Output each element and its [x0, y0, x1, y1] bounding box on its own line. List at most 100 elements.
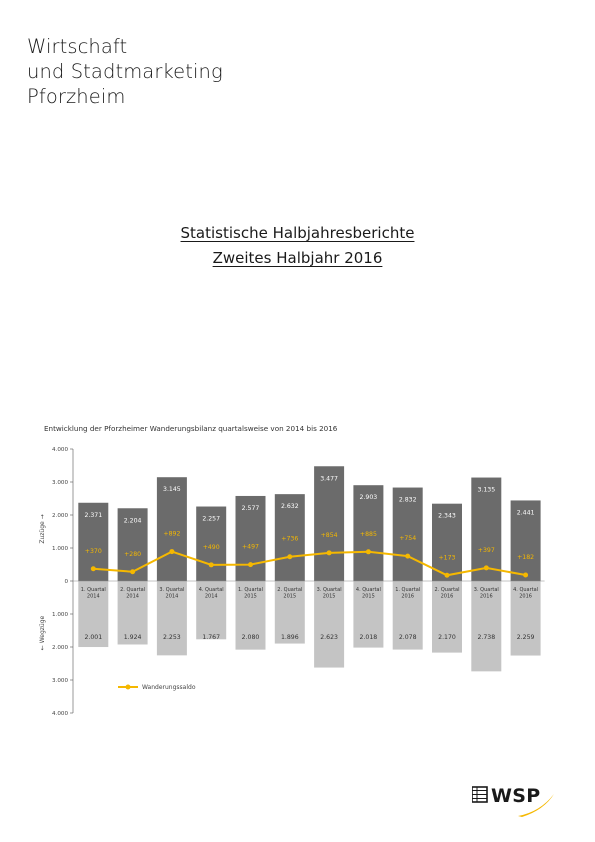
- category-label: 4. Quartal: [356, 587, 381, 593]
- y-tick-label: 4.000: [52, 711, 68, 717]
- category-label-year: 2016: [480, 594, 493, 600]
- category-label-year: 2014: [126, 594, 139, 600]
- bar-label-zuzuege: 2.632: [281, 503, 299, 510]
- saldo-point: [169, 549, 175, 555]
- category-label-year: 2016: [401, 594, 414, 600]
- category-label-year: 2015: [323, 594, 336, 600]
- saldo-point: [208, 562, 214, 568]
- category-label: 2. Quartal: [277, 587, 302, 593]
- bar-wegzuege: [353, 581, 384, 648]
- y-tick-label: 2.000: [52, 645, 68, 651]
- saldo-label: +280: [124, 551, 141, 558]
- bar-label-wegzuege: 1.767: [202, 634, 220, 641]
- bar-label-wegzuege: 1.896: [281, 634, 299, 641]
- y-tick-label: 4.000: [52, 447, 68, 453]
- category-label: 2. Quartal: [120, 587, 145, 593]
- y-tick-label: 3.000: [52, 678, 68, 684]
- bar-wegzuege: [392, 581, 423, 650]
- wsp-logo-mark-icon: [471, 786, 554, 817]
- bar-label-zuzuege: 3.477: [320, 475, 338, 482]
- legend-label: Wanderungssaldo: [142, 684, 196, 691]
- bar-label-zuzuege: 3.135: [477, 487, 495, 494]
- bar-wegzuege: [196, 581, 227, 640]
- saldo-label: +490: [203, 544, 220, 551]
- bar-wegzuege: [156, 581, 187, 656]
- bar-zuzuege: [117, 508, 148, 581]
- report-title-line-2: Zweites Halbjahr 2016: [212, 249, 383, 267]
- saldo-label: +736: [281, 536, 298, 543]
- bar-zuzuege: [314, 466, 345, 581]
- y-axis-label-top: Zuzüge →: [39, 514, 46, 543]
- category-label: 3. Quartal: [159, 587, 184, 593]
- brand-line-2: und Stadtmarketing: [27, 60, 223, 83]
- bar-label-wegzuege: 2.259: [517, 634, 535, 641]
- saldo-line: [93, 550, 526, 577]
- saldo-label: +182: [517, 554, 534, 561]
- bar-zuzuege: [392, 487, 423, 581]
- saldo-label: +885: [360, 531, 377, 538]
- bar-label-wegzuege: 2.018: [360, 634, 378, 641]
- report-title: Statistische Halbjahresberichte Zweites …: [0, 221, 595, 271]
- saldo-point: [248, 562, 253, 568]
- bar-zuzuege: [432, 503, 462, 581]
- bar-wegzuege: [471, 581, 502, 672]
- bar-zuzuege: [510, 500, 541, 581]
- saldo-point: [130, 569, 136, 575]
- saldo-point: [523, 572, 529, 578]
- bar-wegzuege: [235, 581, 266, 650]
- category-label: 4. Quartal: [513, 587, 538, 593]
- bar-label-zuzuege: 2.343: [438, 513, 456, 520]
- bar-label-wegzuege: 2.170: [438, 634, 456, 641]
- bar-label-wegzuege: 2.001: [84, 634, 102, 641]
- category-label: 1. Quartal: [238, 587, 263, 593]
- saldo-label: +892: [163, 531, 180, 538]
- brand-line-3: Pforzheim: [27, 85, 126, 108]
- bar-zuzuege: [471, 477, 502, 581]
- wsp-logo-text: WSP: [491, 785, 541, 807]
- bar-wegzuege: [274, 581, 305, 644]
- bar-label-wegzuege: 2.078: [399, 634, 417, 641]
- y-tick-label: 1.000: [52, 546, 68, 552]
- saldo-label: +754: [399, 535, 416, 542]
- legend-marker: [125, 684, 131, 690]
- category-label: 3. Quartal: [474, 587, 499, 593]
- bar-label-wegzuege: 2.253: [163, 634, 181, 641]
- saldo-label: +854: [321, 532, 338, 539]
- bar-zuzuege: [156, 477, 187, 581]
- bar-zuzuege: [196, 506, 227, 581]
- category-label-year: 2014: [166, 594, 179, 600]
- saldo-point: [444, 572, 450, 578]
- bar-wegzuege: [432, 581, 462, 653]
- bar-label-zuzuege: 2.441: [517, 509, 535, 516]
- category-label-year: 2015: [244, 594, 257, 600]
- bar-zuzuege: [353, 485, 384, 581]
- y-axis-label-bottom: ← Wegzüge: [39, 615, 46, 650]
- bar-zuzuege: [274, 494, 305, 581]
- bar-label-zuzuege: 3.145: [163, 486, 181, 493]
- bar-wegzuege: [314, 581, 345, 668]
- chart-title: Entwicklung der Pforzheimer Wanderungsbi…: [44, 424, 338, 433]
- brand-line-1: Wirtschaft: [27, 35, 128, 58]
- bar-label-wegzuege: 2.738: [477, 634, 495, 641]
- saldo-point: [365, 549, 371, 555]
- category-label-year: 2015: [283, 594, 296, 600]
- saldo-label: +173: [439, 554, 456, 561]
- brand-name: Wirtschaft und Stadtmarketing Pforzheim: [27, 34, 223, 109]
- bar-label-zuzuege: 2.577: [242, 505, 260, 512]
- bar-label-zuzuege: 2.257: [202, 516, 220, 523]
- saldo-point: [483, 565, 489, 571]
- bar-label-zuzuege: 2.832: [399, 497, 417, 504]
- bar-label-wegzuege: 2.623: [320, 634, 338, 641]
- category-label-year: 2016: [519, 594, 532, 600]
- saldo-point: [326, 550, 332, 556]
- category-label-year: 2014: [87, 594, 100, 600]
- bar-label-zuzuege: 2.371: [84, 512, 102, 519]
- bar-label-zuzuege: 2.204: [124, 517, 142, 524]
- saldo-label: +397: [478, 547, 495, 554]
- saldo-label: +497: [242, 544, 259, 551]
- y-tick-label: 0: [64, 579, 68, 585]
- category-label: 1. Quartal: [81, 587, 106, 593]
- bar-wegzuege: [510, 581, 541, 656]
- bar-label-zuzuege: 2.903: [360, 494, 378, 501]
